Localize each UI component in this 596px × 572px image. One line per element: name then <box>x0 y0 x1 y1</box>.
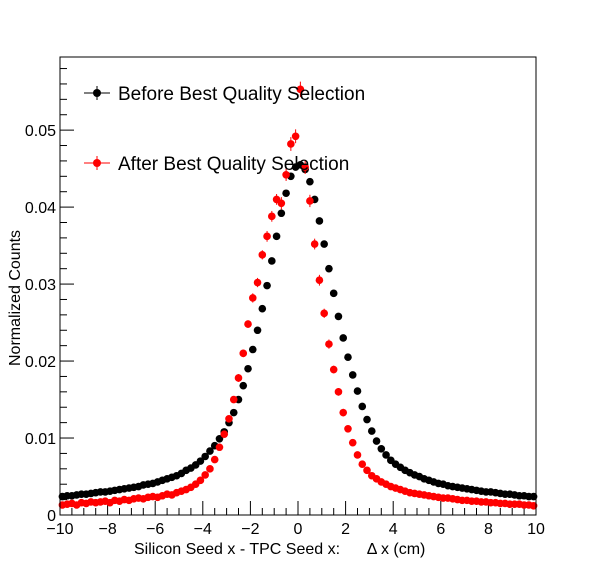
data-point <box>353 387 362 395</box>
data-point <box>272 232 281 241</box>
data-point <box>196 457 205 465</box>
data-point <box>382 451 390 459</box>
x-tick-label: 4 <box>389 521 398 538</box>
data-point <box>329 365 338 374</box>
data-point <box>248 294 257 302</box>
data-point <box>263 281 271 290</box>
data-point <box>301 163 309 171</box>
data-point <box>363 415 371 424</box>
data-point <box>277 209 286 218</box>
data-point <box>291 132 300 141</box>
data-point <box>206 447 214 455</box>
data-point <box>225 414 233 423</box>
x-tick-label: 10 <box>527 521 545 538</box>
axis-ticks: −10 −8 −6 −4 −2 0 2 4 6 8 10 0 0.01 0.02 0.03 0.04 0.05 <box>25 68 545 538</box>
data-point <box>210 455 219 464</box>
legend-marker <box>93 159 101 167</box>
data-point <box>268 257 276 265</box>
data-point <box>367 427 376 435</box>
data-point <box>206 465 214 473</box>
x-tick-label: 0 <box>294 521 303 538</box>
data-point <box>348 438 357 447</box>
data-point <box>268 212 276 221</box>
data-point <box>339 408 348 417</box>
data-point <box>315 276 324 285</box>
data-point <box>358 402 367 411</box>
y-tick-label: 0.03 <box>25 277 56 294</box>
data-point <box>348 371 357 379</box>
data-point <box>353 451 362 459</box>
legend-label: After Best Quality Selection <box>118 154 349 175</box>
data-point <box>215 434 224 443</box>
data-series <box>58 81 538 510</box>
data-point <box>258 304 267 313</box>
data-point <box>282 189 290 198</box>
x-tick-label: −4 <box>194 521 212 538</box>
data-point <box>287 140 295 148</box>
x-tick-label: 8 <box>484 521 493 538</box>
plot-frame <box>59 56 537 516</box>
data-point <box>258 251 267 259</box>
data-point <box>339 334 348 342</box>
x-tick-label: 6 <box>436 521 445 538</box>
legend-marker <box>93 89 101 97</box>
data-point <box>344 353 352 362</box>
data-point <box>239 349 248 358</box>
series-before <box>58 160 538 501</box>
x-tick-label: −6 <box>146 521 164 538</box>
data-point <box>334 312 343 321</box>
data-point <box>363 466 371 475</box>
legend-label: Before Best Quality Selection <box>118 84 365 105</box>
y-tick-label: 0 <box>47 508 56 525</box>
legend: Before Best Quality Selection After Best … <box>84 84 365 175</box>
y-tick-label: 0.02 <box>25 354 56 371</box>
x-axis-title: Silicon Seed x - TPC Seed x: Δ x (cm) <box>134 541 425 558</box>
data-point <box>201 452 209 461</box>
x-tick-label: −2 <box>241 521 259 538</box>
data-point <box>315 217 324 225</box>
data-point <box>329 289 338 298</box>
data-point <box>325 264 333 273</box>
data-point <box>325 340 333 348</box>
data-point <box>229 395 238 404</box>
data-point <box>244 364 252 373</box>
y-tick-label: 0.04 <box>25 200 56 217</box>
data-point <box>277 199 286 208</box>
data-point <box>253 326 262 335</box>
data-point <box>344 424 352 433</box>
data-point <box>248 345 257 354</box>
data-point <box>220 430 229 438</box>
data-point <box>296 85 305 94</box>
data-point <box>334 388 343 396</box>
x-tick-label: −10 <box>46 521 73 538</box>
data-point <box>244 320 252 328</box>
data-point <box>306 197 314 205</box>
data-point <box>358 460 367 468</box>
series-after <box>58 81 538 510</box>
data-point <box>377 445 386 453</box>
x-tick-label: 2 <box>341 521 350 538</box>
data-point <box>229 408 238 417</box>
data-point <box>306 177 314 186</box>
data-point <box>196 476 205 485</box>
data-point <box>310 240 319 248</box>
y-tick-label: 0.01 <box>25 431 56 448</box>
y-tick-label: 0.05 <box>25 123 56 140</box>
data-point <box>320 309 328 318</box>
data-point <box>372 437 381 445</box>
data-point <box>201 471 209 479</box>
data-point <box>239 381 248 390</box>
data-point <box>320 240 328 248</box>
data-point <box>282 170 290 179</box>
data-point <box>215 443 224 452</box>
data-point <box>263 232 271 241</box>
data-point <box>253 278 262 287</box>
y-axis-title: Normalized Counts <box>7 230 24 366</box>
x-tick-label: −8 <box>98 521 116 538</box>
data-point <box>234 374 243 382</box>
